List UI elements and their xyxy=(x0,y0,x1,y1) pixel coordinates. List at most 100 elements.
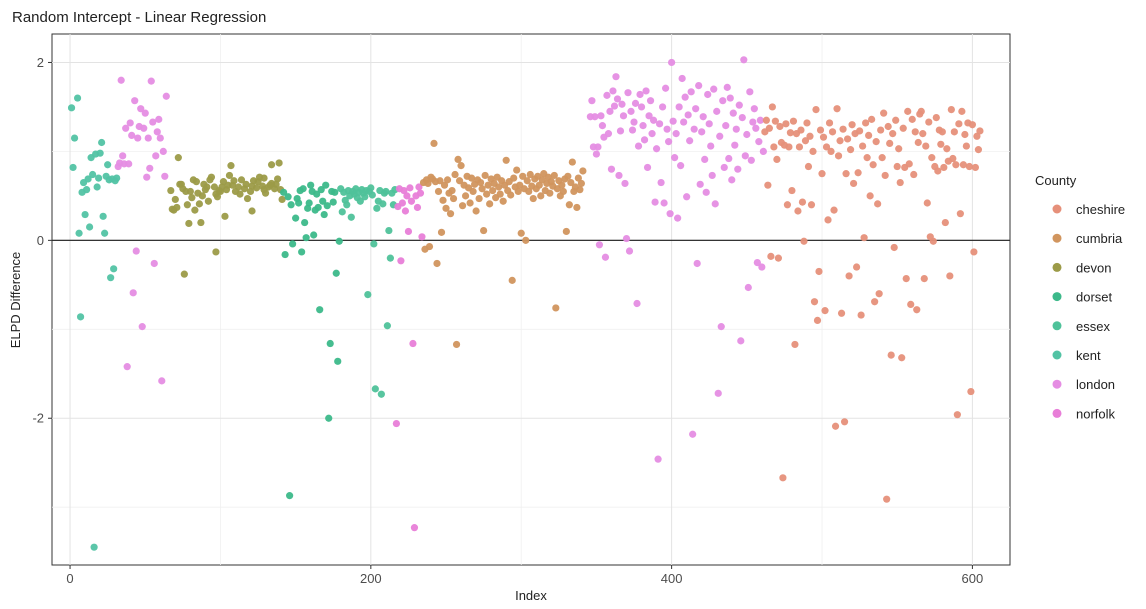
data-point-london xyxy=(588,97,596,105)
data-point-cheshire xyxy=(958,107,966,115)
data-point-cheshire xyxy=(941,218,949,227)
data-point-cheshire xyxy=(955,120,963,128)
data-point-cumbria xyxy=(434,187,443,196)
data-point-kent xyxy=(93,183,101,191)
data-point-cheshire xyxy=(956,210,964,218)
data-point-dorset xyxy=(301,218,309,227)
data-point-london xyxy=(702,188,710,196)
data-point-london xyxy=(654,455,662,463)
data-point-cheshire xyxy=(970,248,978,256)
data-point-london xyxy=(592,150,601,158)
data-point-cheshire xyxy=(833,105,841,113)
data-point-cheshire xyxy=(824,216,832,224)
data-point-cheshire xyxy=(837,309,846,317)
data-point-dorset xyxy=(320,210,328,219)
data-point-cheshire xyxy=(795,143,804,151)
data-point-cheshire xyxy=(877,126,885,134)
legend-key-dorset xyxy=(1052,292,1062,302)
data-point-cheshire xyxy=(868,115,876,123)
data-point-kent xyxy=(75,229,83,237)
data-point-cheshire xyxy=(779,474,787,482)
data-point-london xyxy=(744,283,752,292)
data-point-london xyxy=(138,323,146,331)
data-point-cheshire xyxy=(803,119,811,127)
data-point-cumbria xyxy=(433,259,441,268)
data-point-cheshire xyxy=(828,128,837,136)
x-axis-label: Index xyxy=(515,588,547,603)
data-point-london xyxy=(146,164,154,172)
data-point-cumbria xyxy=(513,166,521,174)
data-point-devon xyxy=(227,162,235,170)
data-point-cumbria xyxy=(483,190,491,198)
data-point-london xyxy=(161,172,169,180)
data-point-cheshire xyxy=(860,234,868,242)
x-tick-label: 0 xyxy=(66,571,73,586)
data-point-kent xyxy=(69,163,77,172)
data-point-cheshire xyxy=(812,106,820,114)
data-point-cheshire xyxy=(871,298,879,306)
data-point-cheshire xyxy=(925,118,933,126)
data-point-london xyxy=(678,74,686,83)
data-point-cheshire xyxy=(818,170,826,178)
data-point-cheshire xyxy=(902,274,910,283)
data-point-cumbria xyxy=(552,304,560,312)
data-point-london xyxy=(149,118,157,126)
data-point-cumbria xyxy=(425,242,434,251)
data-point-london xyxy=(648,130,656,138)
data-point-london xyxy=(645,112,653,120)
data-point-london xyxy=(144,134,152,142)
data-point-london xyxy=(686,137,694,145)
legend-label-cumbria: cumbria xyxy=(1076,231,1123,246)
data-point-london xyxy=(741,152,749,160)
data-point-cheshire xyxy=(887,351,895,359)
data-point-cumbria xyxy=(577,179,585,188)
data-point-cheshire xyxy=(825,119,834,127)
legend-title: County xyxy=(1035,173,1077,188)
data-point-essex xyxy=(382,187,390,196)
data-point-london xyxy=(726,94,734,102)
data-point-london xyxy=(689,430,697,438)
data-point-london xyxy=(129,289,137,297)
data-point-cheshire xyxy=(895,145,903,153)
data-point-cheshire xyxy=(919,130,927,138)
data-point-cheshire xyxy=(965,162,973,171)
data-point-cumbria xyxy=(430,139,438,148)
legend-label-london: london xyxy=(1076,377,1115,392)
data-point-london xyxy=(755,138,763,146)
data-point-dorset xyxy=(326,339,334,348)
data-point-cheshire xyxy=(874,200,882,208)
data-point-cheshire xyxy=(768,103,776,111)
data-point-kent xyxy=(99,212,107,220)
data-point-cumbria xyxy=(517,229,525,237)
data-point-cumbria xyxy=(562,227,570,236)
data-point-cheshire xyxy=(782,120,790,128)
data-point-cheshire xyxy=(920,274,928,283)
data-point-cumbria xyxy=(529,194,537,203)
data-point-essex xyxy=(383,322,391,330)
data-point-cumbria xyxy=(477,178,485,187)
data-point-devon xyxy=(272,180,280,188)
data-point-london xyxy=(746,88,754,96)
data-point-dorset xyxy=(281,250,289,259)
data-point-kent xyxy=(73,94,82,102)
data-point-norfolk xyxy=(415,183,423,191)
data-point-cheshire xyxy=(946,272,954,280)
data-points xyxy=(67,56,984,551)
data-point-cumbria xyxy=(502,156,510,164)
data-point-london xyxy=(729,109,737,117)
data-point-london xyxy=(128,131,136,139)
data-point-cheshire xyxy=(776,122,784,131)
data-point-cheshire xyxy=(863,154,871,162)
data-point-cumbria xyxy=(496,190,504,198)
data-point-cumbria xyxy=(526,170,534,179)
data-point-cheshire xyxy=(883,495,891,503)
data-point-cumbria xyxy=(452,340,461,349)
data-point-cheshire xyxy=(884,122,892,131)
data-point-devon xyxy=(267,161,276,169)
data-point-cheshire xyxy=(774,254,782,262)
data-point-cheshire xyxy=(917,107,925,115)
legend-label-essex: essex xyxy=(1076,319,1110,334)
data-point-london xyxy=(666,210,674,218)
data-point-cumbria xyxy=(451,170,459,179)
data-point-dorset xyxy=(310,231,318,239)
